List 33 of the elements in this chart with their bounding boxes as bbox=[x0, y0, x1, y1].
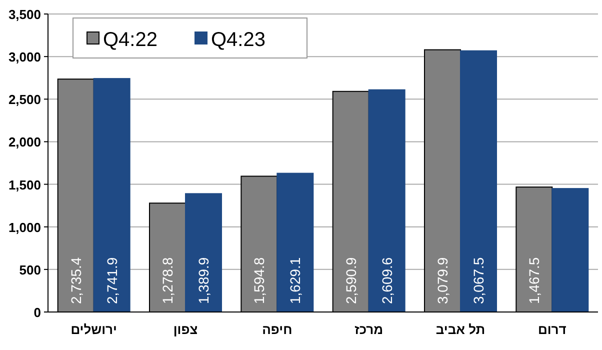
bar bbox=[460, 50, 497, 312]
bar bbox=[552, 188, 589, 312]
x-tick-label: תל אביב bbox=[436, 322, 486, 337]
bar bbox=[276, 172, 314, 312]
data-label: 3,067.5 bbox=[470, 257, 486, 304]
x-tick-label: מרכז bbox=[354, 322, 384, 337]
data-label: 2,590.9 bbox=[342, 257, 359, 304]
y-tick-label: 500 bbox=[19, 262, 41, 278]
data-label: 2,741.9 bbox=[104, 257, 120, 304]
data-label: 2,735.4 bbox=[68, 257, 84, 304]
data-label: 2,609.6 bbox=[378, 257, 395, 304]
y-tick-label: 1,000 bbox=[8, 220, 41, 235]
bar bbox=[368, 89, 406, 312]
y-tick-label: 0 bbox=[34, 305, 41, 320]
bar bbox=[185, 193, 222, 312]
x-tick-label: חיפה bbox=[262, 322, 292, 337]
data-label: 1,594.8 bbox=[251, 257, 268, 304]
data-label: 1,467.5 bbox=[526, 257, 542, 304]
y-tick-label: 3,000 bbox=[8, 50, 41, 65]
y-tick-label: 3,500 bbox=[8, 7, 41, 22]
y-tick-label: 2,000 bbox=[8, 134, 41, 150]
y-tick-label: 2,500 bbox=[8, 92, 41, 108]
x-tick-label: צפון bbox=[173, 322, 198, 337]
data-label: 1,278.8 bbox=[160, 257, 176, 304]
bar bbox=[93, 78, 130, 312]
data-label: 1,389.9 bbox=[196, 257, 212, 304]
data-label: 3,079.9 bbox=[434, 257, 450, 304]
x-tick-label: ירושלים bbox=[70, 322, 117, 337]
data-label: 1,629.1 bbox=[287, 257, 304, 304]
legend-label: Q4:22 bbox=[103, 29, 158, 51]
legend-label: Q4:23 bbox=[211, 29, 266, 51]
y-tick-label: 1,500 bbox=[8, 177, 41, 192]
x-tick-label: דרום bbox=[538, 322, 567, 337]
